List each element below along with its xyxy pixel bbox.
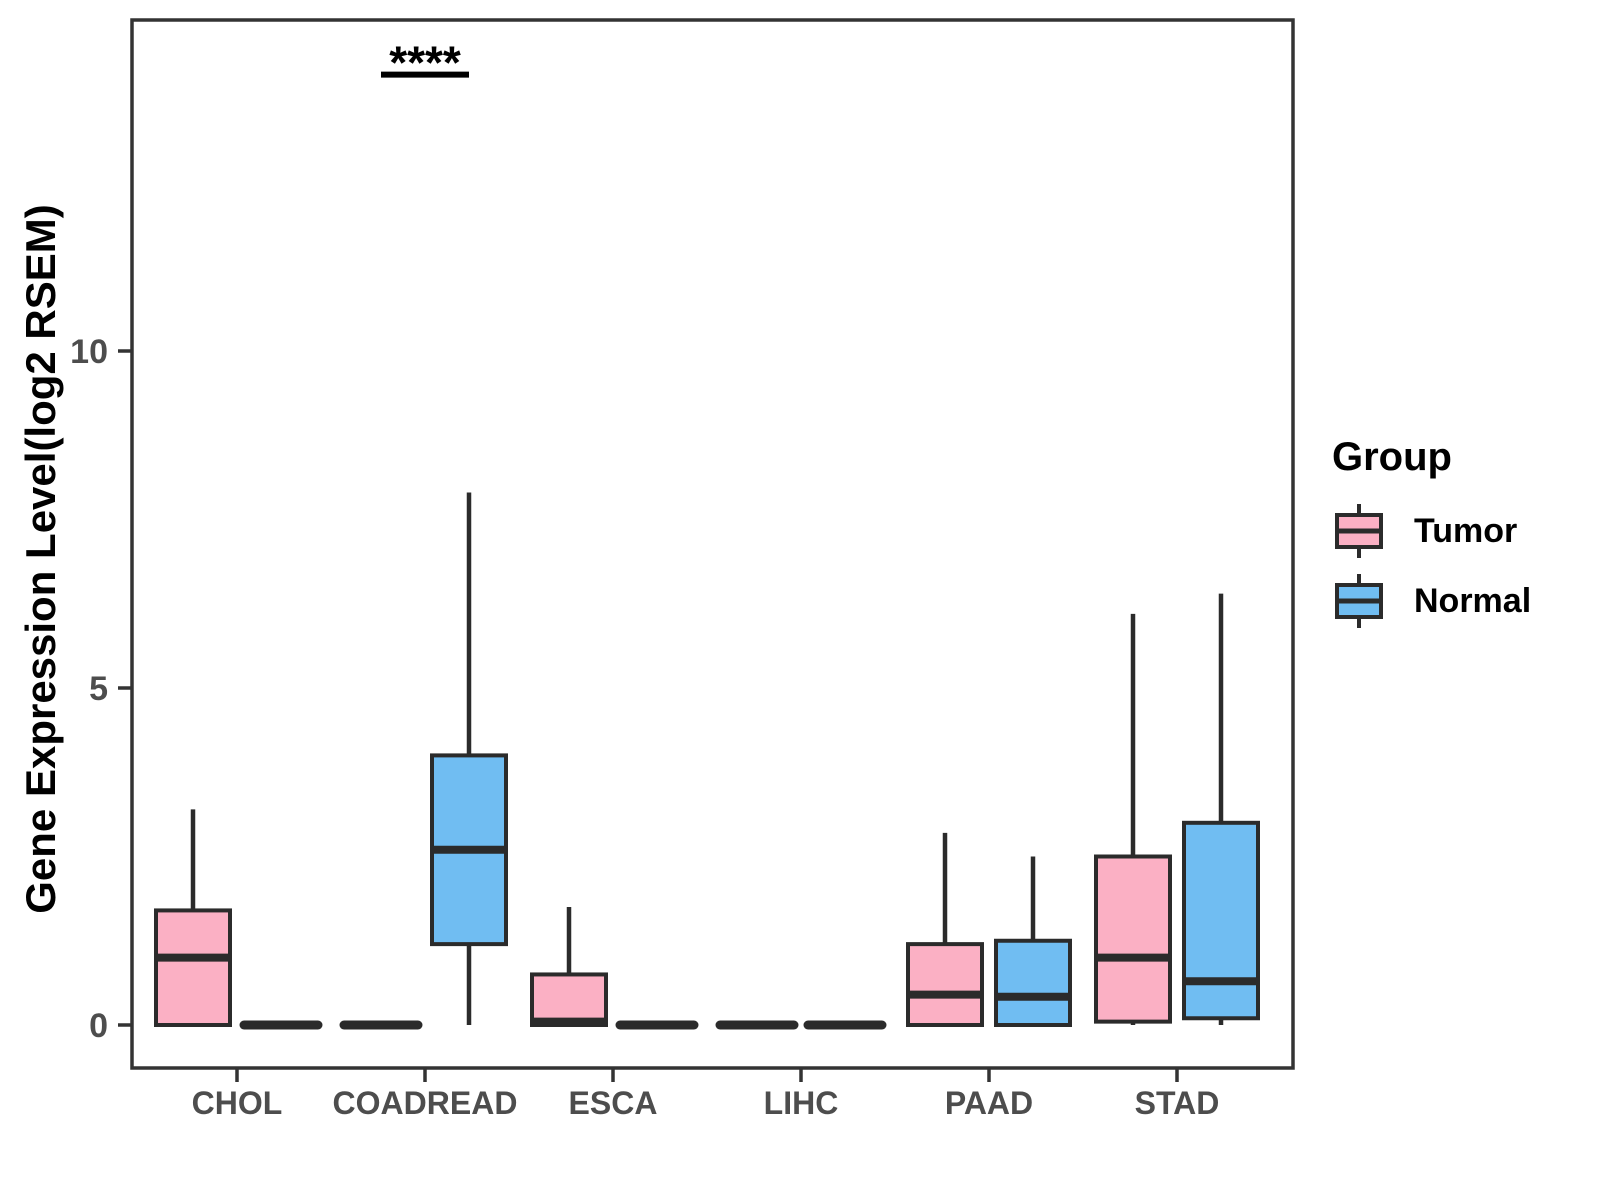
box-STAD-Tumor [1094, 854, 1172, 1024]
significance-stars-COADREAD: **** [389, 37, 461, 89]
x-tick-label-PAAD: PAAD [945, 1085, 1033, 1121]
box-STAD-Normal [1182, 820, 1260, 1021]
x-tick-label-COADREAD: COADREAD [333, 1085, 518, 1121]
legend-label-normal: Normal [1414, 581, 1532, 620]
box-PAAD-Tumor [906, 942, 984, 1027]
legend-title: Group [1332, 435, 1452, 479]
box-CHOL-Tumor [154, 908, 232, 1027]
y-tick-label: 0 [89, 1007, 108, 1045]
y-tick-label: 5 [89, 670, 108, 708]
legend-entry-normal: Normal [1330, 572, 1531, 630]
x-tick-label-CHOL: CHOL [192, 1085, 283, 1121]
x-tick-label-LIHC: LIHC [764, 1085, 839, 1121]
box-PAAD-Normal [994, 938, 1072, 1027]
x-tick-label-ESCA: ESCA [569, 1085, 658, 1121]
panel-border [130, 18, 1295, 1070]
legend-entry-tumor: Tumor [1330, 502, 1531, 560]
tumor-boxplot-glyph-icon [1335, 504, 1383, 558]
legend-label-tumor: Tumor [1414, 511, 1518, 550]
normal-boxplot-glyph-icon [1335, 574, 1383, 628]
box-ESCA-Tumor [530, 972, 608, 1028]
y-tick-label: 10 [70, 333, 108, 371]
x-tick-label-STAD: STAD [1135, 1085, 1220, 1121]
legend: Group Tumor Normal [1330, 435, 1531, 642]
